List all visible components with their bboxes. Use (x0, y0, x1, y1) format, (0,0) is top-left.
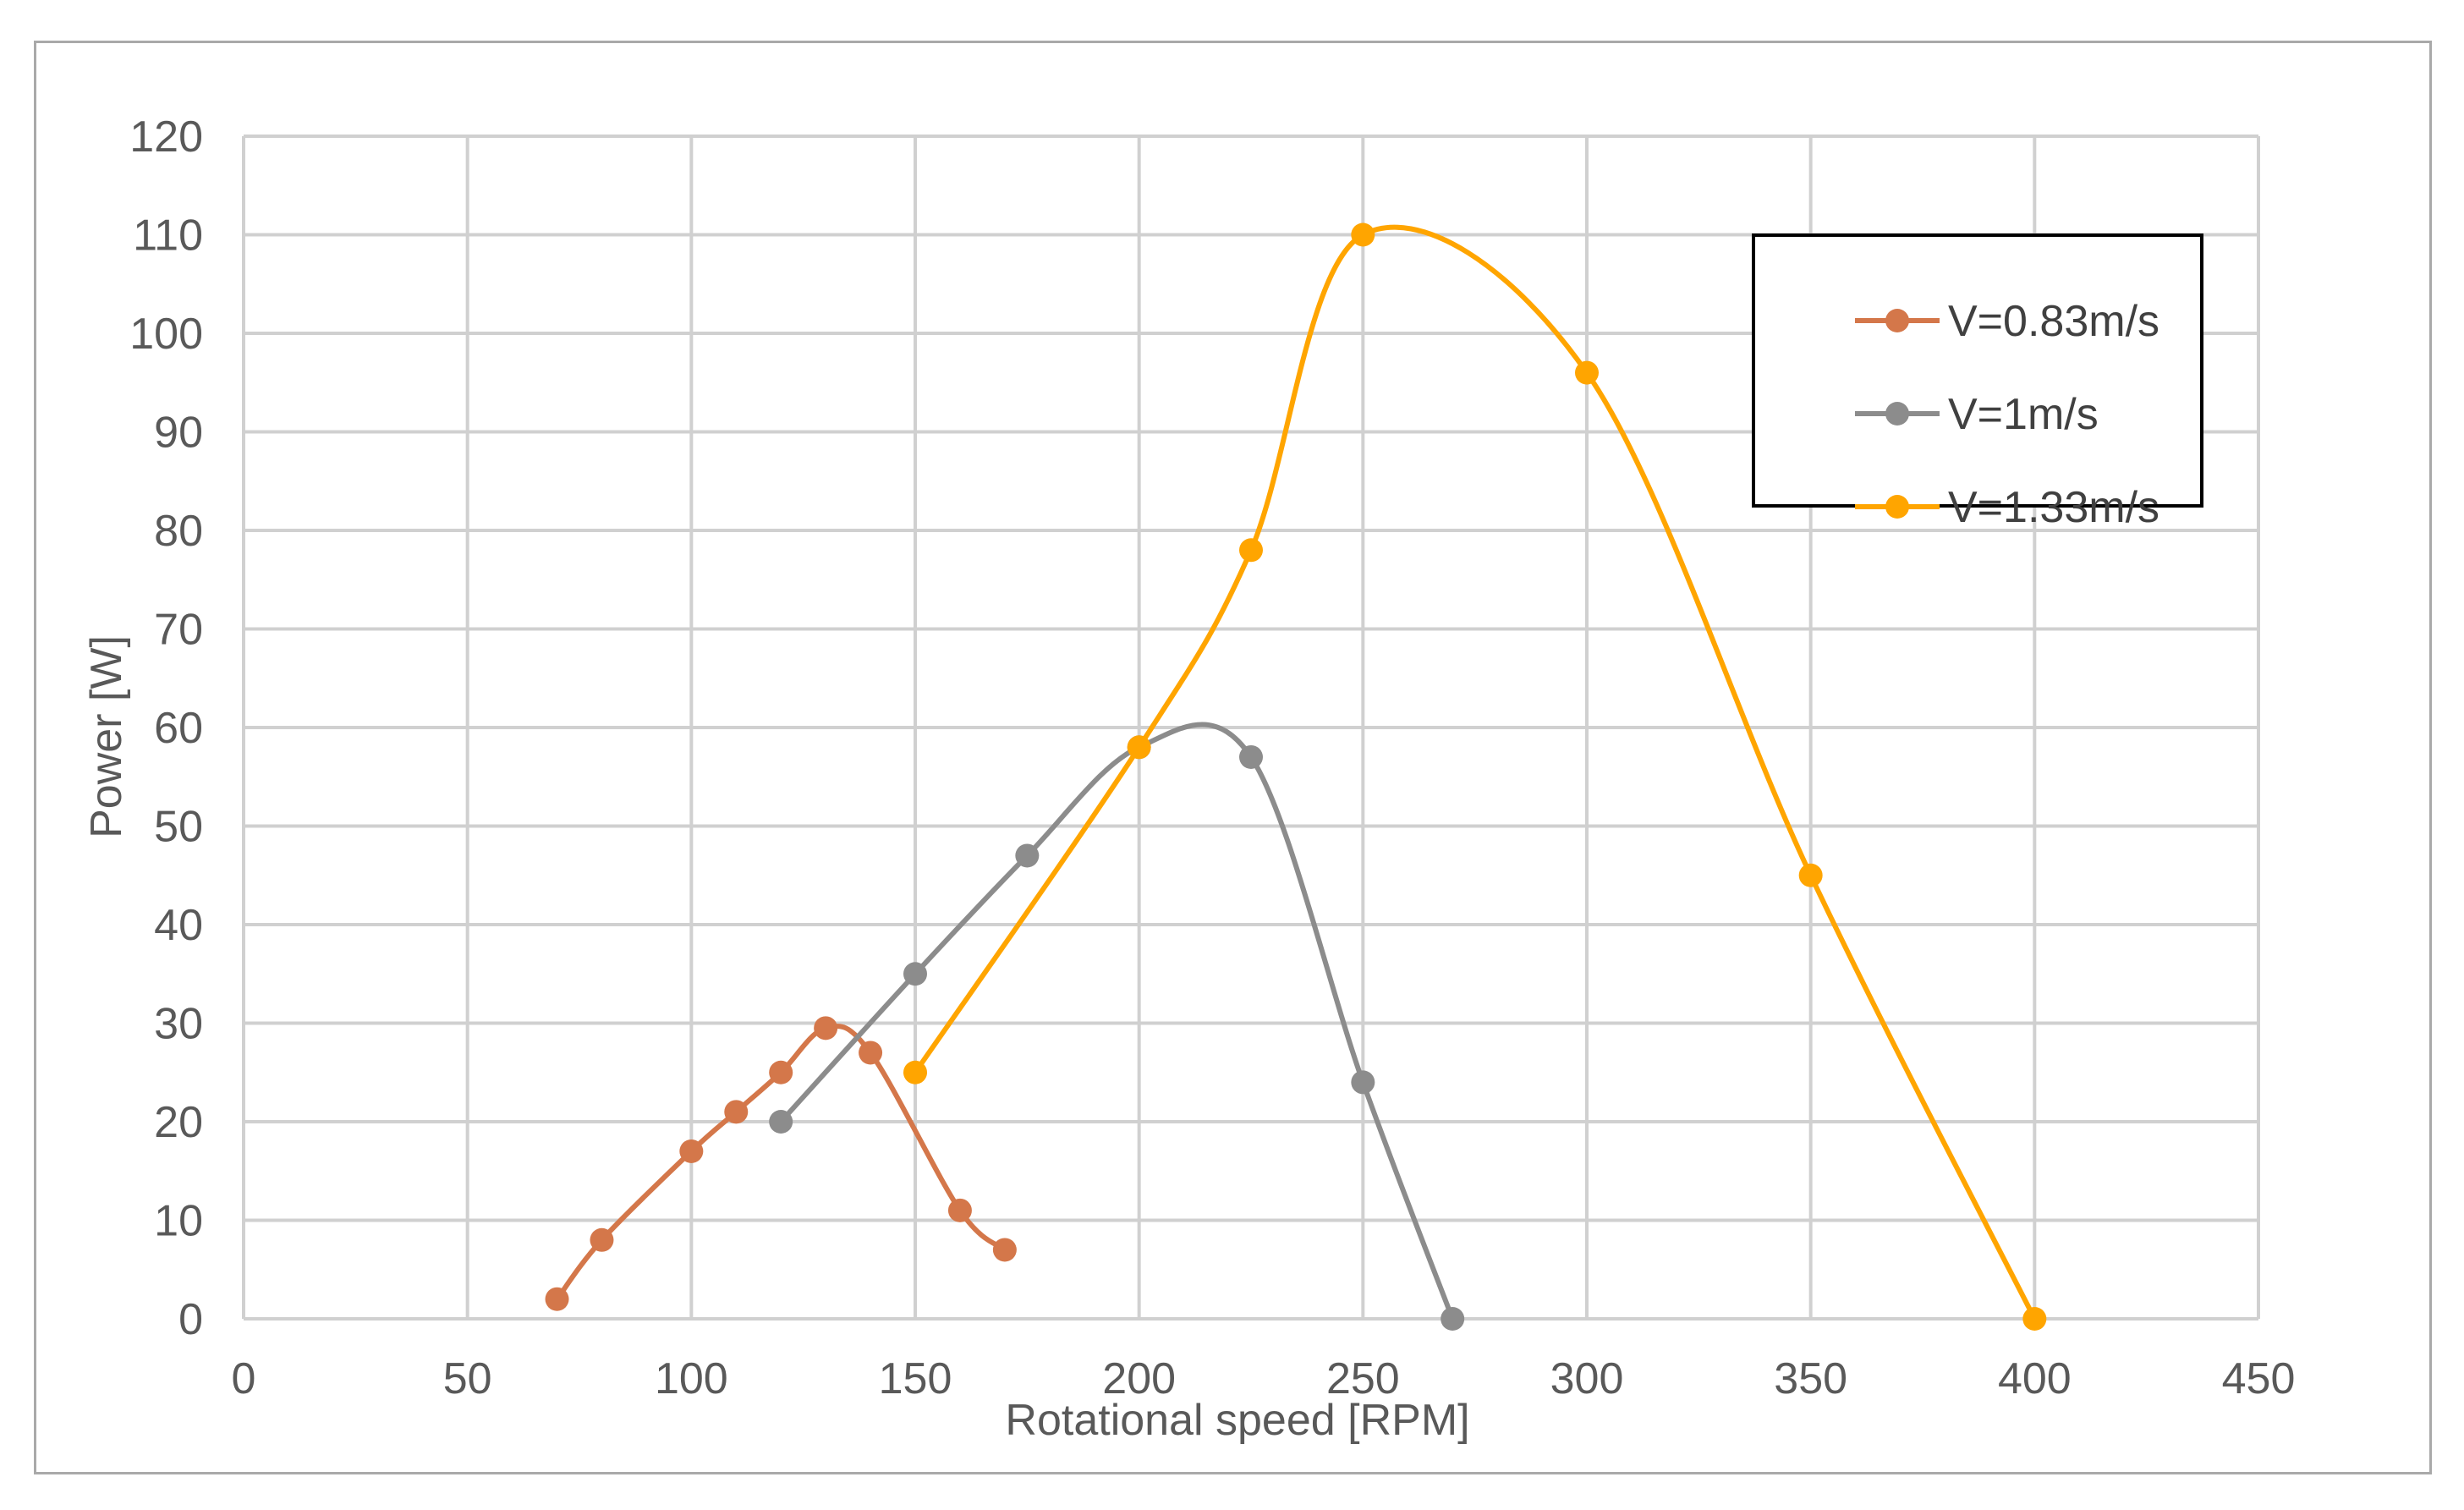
data-point (679, 1139, 704, 1163)
data-point (590, 1227, 614, 1252)
series-2 (903, 222, 2047, 1331)
y-tick-label: 0 (178, 1295, 203, 1344)
chart-frame: 0 50 100 150 200 250 300 350 400 450 0 10 20 30 40 50 60… (34, 41, 2432, 1474)
y-tick-label: 120 (129, 113, 203, 162)
y-tick-label: 20 (154, 1098, 203, 1147)
y-tick-label: 100 (129, 310, 203, 359)
legend: V=0.83m/s V=1m/s V=1.33m/s (1752, 233, 2203, 532)
data-point (2022, 1307, 2047, 1331)
x-tick-label: 250 (1326, 1354, 1400, 1403)
x-tick-label: 50 (443, 1354, 492, 1403)
legend-label: V=0.83m/s (1948, 297, 2159, 346)
data-point (1351, 222, 1375, 247)
legend-marker (1885, 402, 1909, 426)
legend-label: V=1m/s (1948, 390, 2099, 439)
legend-marker (1885, 309, 1909, 332)
data-point (814, 1016, 838, 1041)
data-point (903, 1060, 927, 1084)
y-tick-label: 70 (154, 606, 203, 655)
legend-item: V=0.83m/s (1855, 297, 2159, 346)
data-point (947, 1198, 972, 1222)
x-tick-label: 350 (1774, 1354, 1847, 1403)
series-1 (769, 722, 1465, 1331)
data-point (1351, 1070, 1375, 1095)
y-tick-label: 10 (154, 1197, 203, 1246)
legend-item: V=1m/s (1855, 390, 2099, 439)
data-point (545, 1287, 569, 1311)
data-point (769, 1060, 793, 1084)
data-point (1798, 863, 1823, 887)
x-axis-title: Rotational speed [RPM] (1005, 1396, 1469, 1445)
data-point (769, 1110, 793, 1134)
data-point (1441, 1307, 1465, 1331)
line-chart: 0 50 100 150 200 250 300 350 400 450 0 10 20 30 40 50 60… (82, 113, 2295, 1445)
y-tick-label: 60 (154, 704, 203, 753)
series-layer (545, 222, 2047, 1331)
y-tick-label: 40 (154, 901, 203, 950)
legend-label: V=1.33m/s (1948, 483, 2159, 532)
x-tick-label: 300 (1550, 1354, 1624, 1403)
data-point (1015, 843, 1040, 868)
x-tick-label: 400 (1998, 1354, 2072, 1403)
legend-box (1752, 233, 2203, 508)
data-point (1239, 538, 1263, 563)
y-tick-label: 30 (154, 1000, 203, 1049)
x-tick-label: 450 (2222, 1354, 2296, 1403)
legend-item: V=1.33m/s (1855, 483, 2159, 532)
data-point (1127, 735, 1151, 760)
y-tick-label: 80 (154, 507, 203, 556)
data-point (724, 1100, 749, 1124)
series-0 (545, 1016, 1017, 1311)
legend-marker (1885, 495, 1909, 519)
tick-labels: 0 50 100 150 200 250 300 350 400 450 0 10 20 30 40 50 60… (129, 113, 2295, 1403)
x-tick-label: 100 (655, 1354, 728, 1403)
data-point (859, 1041, 883, 1065)
data-point (903, 962, 927, 986)
y-tick-label: 110 (133, 211, 203, 261)
data-point (1575, 360, 1599, 385)
x-tick-label: 200 (1102, 1354, 1176, 1403)
y-axis-title: Power [W] (82, 635, 131, 838)
x-tick-label: 0 (232, 1354, 256, 1403)
y-tick-label: 90 (154, 409, 203, 458)
data-point (1239, 744, 1263, 769)
data-point (992, 1238, 1017, 1262)
x-tick-label: 150 (879, 1354, 952, 1403)
y-tick-label: 50 (154, 803, 203, 852)
